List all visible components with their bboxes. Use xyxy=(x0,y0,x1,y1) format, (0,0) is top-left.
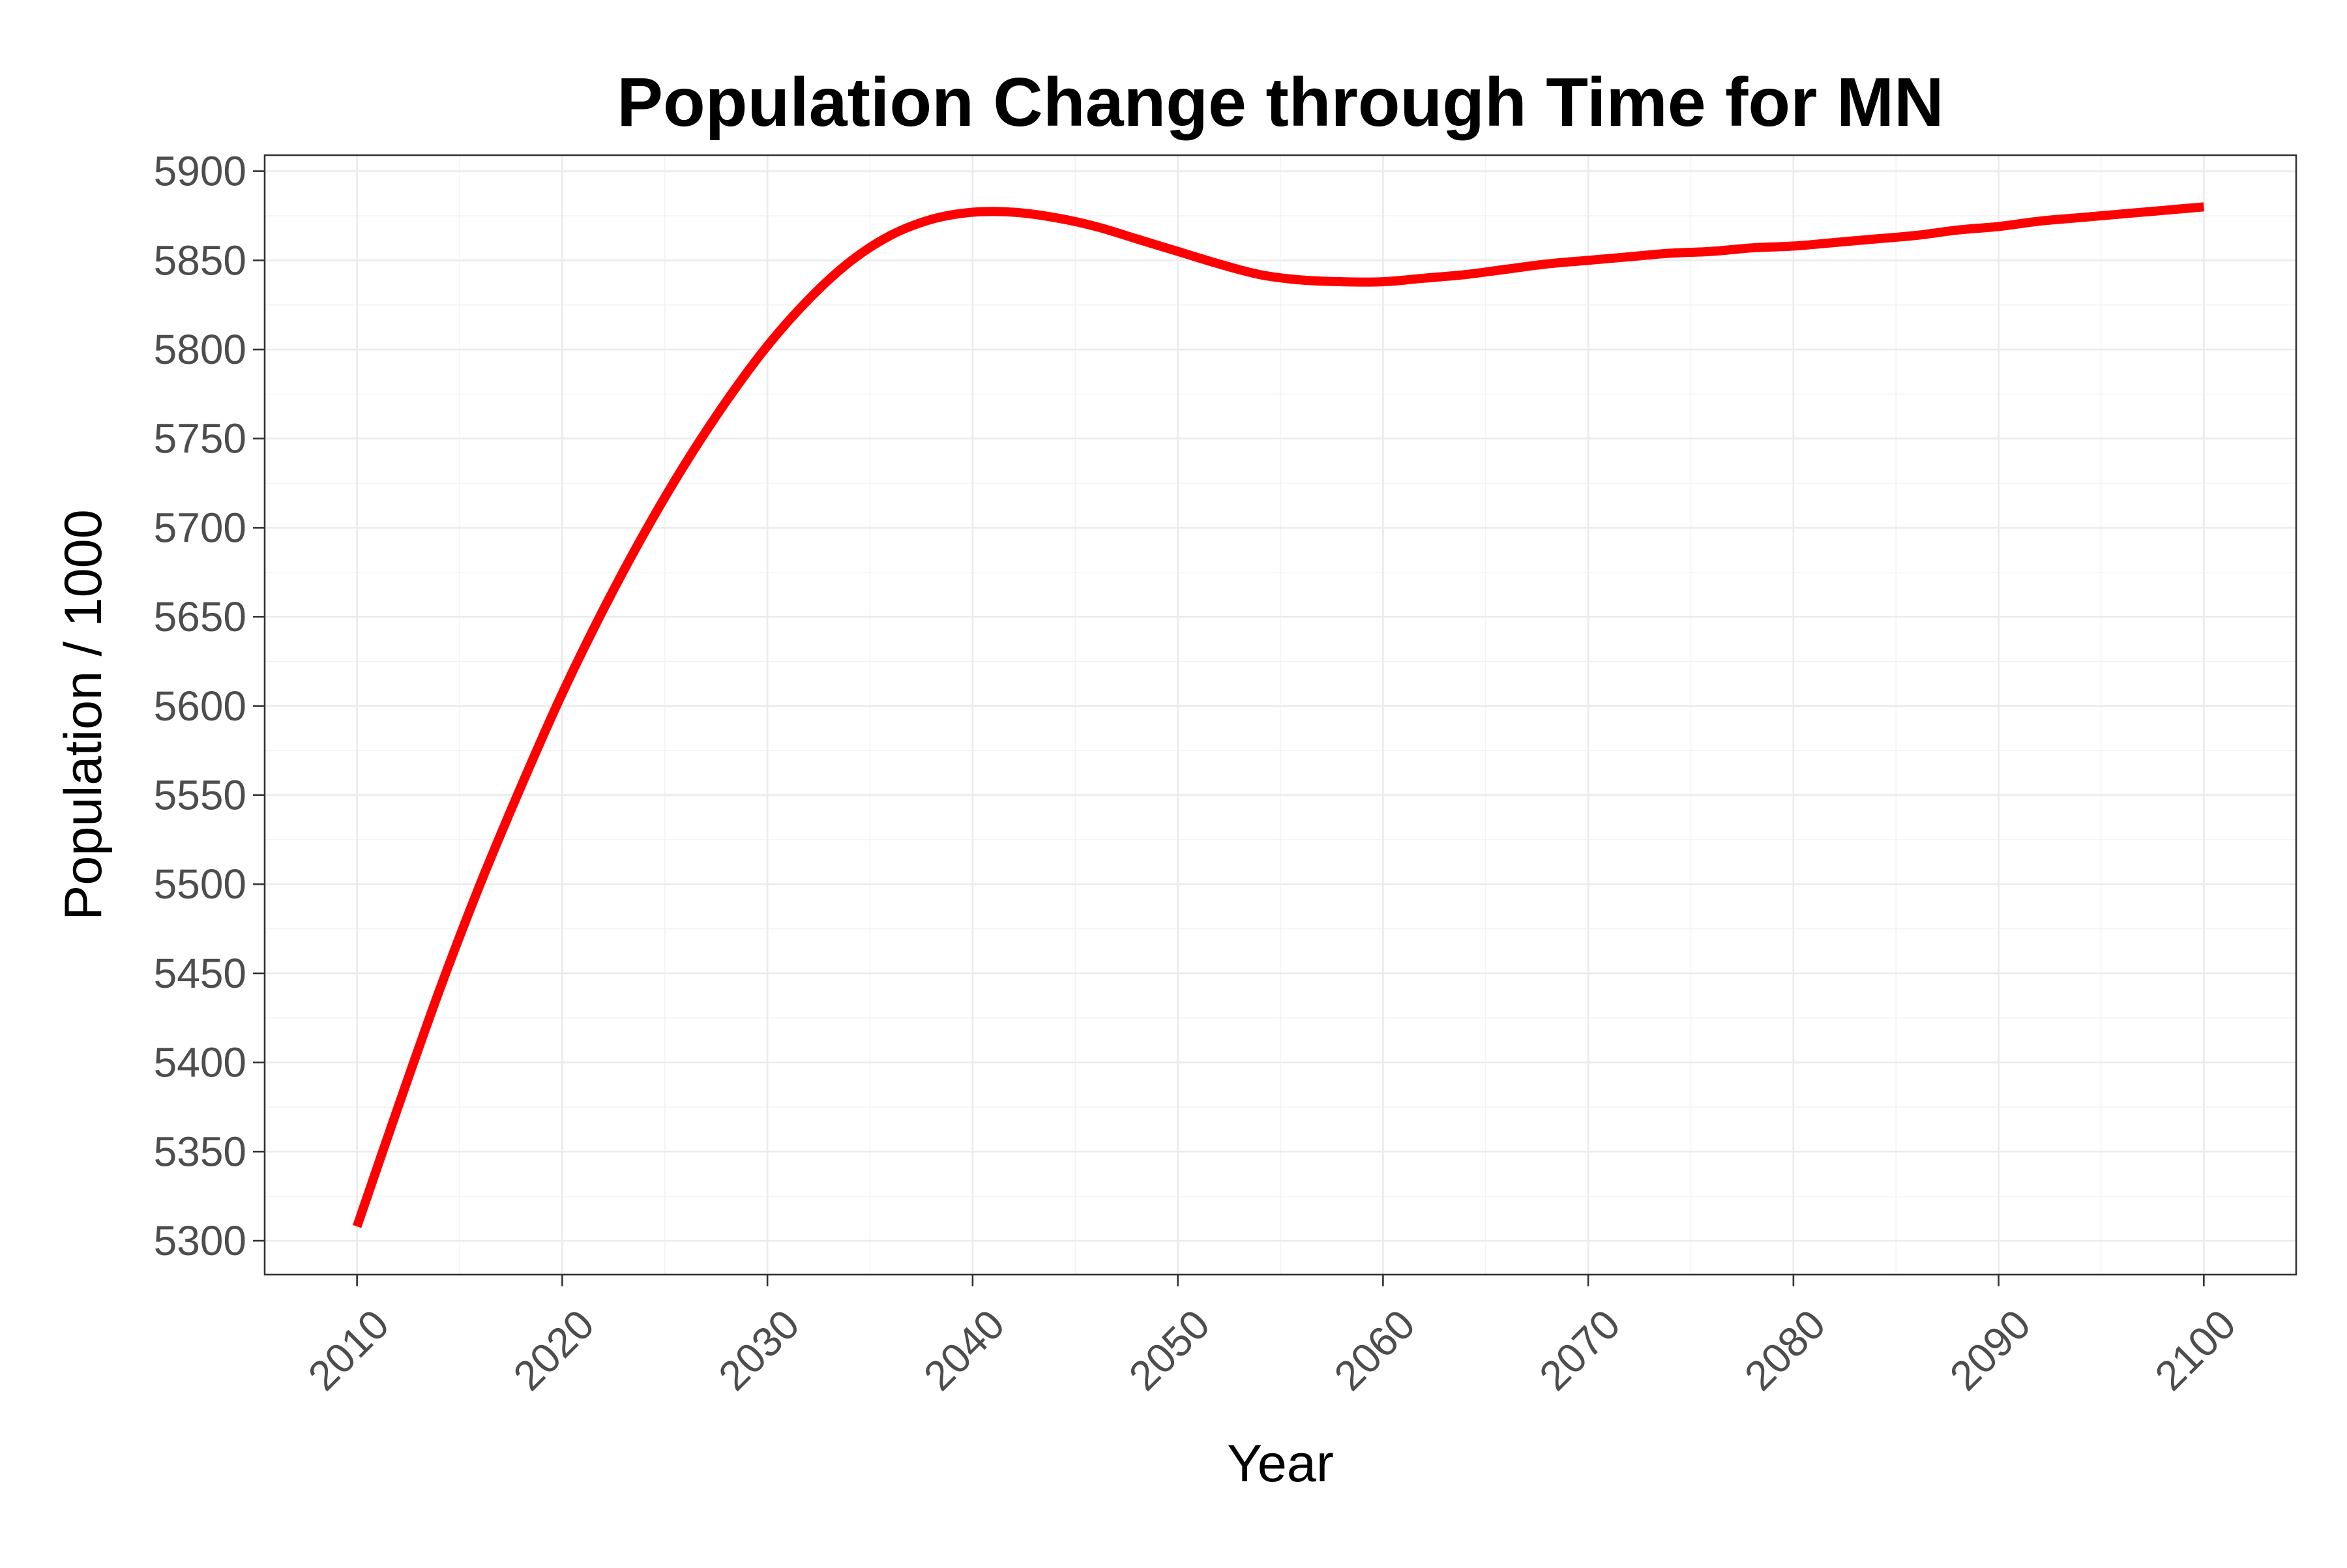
gridlines xyxy=(265,155,2296,1275)
population-line xyxy=(352,202,2204,1228)
series-layer xyxy=(352,202,2204,1228)
y-tick-label: 5450 xyxy=(154,950,246,997)
y-tick-label: 5550 xyxy=(154,772,246,819)
y-axis-title: Population / 1000 xyxy=(54,509,113,921)
plot-panel-border xyxy=(263,154,2297,1276)
y-tick-label: 5750 xyxy=(154,415,246,462)
chart-title: Population Change through Time for MN xyxy=(617,64,1943,141)
y-tick-label: 5500 xyxy=(154,861,246,908)
y-tick-label: 5400 xyxy=(154,1039,246,1086)
y-tick-label: 5350 xyxy=(154,1128,246,1175)
y-tick-label: 5850 xyxy=(154,237,246,284)
x-axis-title: Year xyxy=(1227,1434,1334,1493)
y-tick-label: 5600 xyxy=(154,683,246,730)
y-tick-label: 5300 xyxy=(154,1217,246,1264)
y-tick-label: 5900 xyxy=(154,148,246,195)
y-tick-label: 5650 xyxy=(154,593,246,640)
y-tick-label: 5800 xyxy=(154,326,246,373)
y-axis: 5300 5350 5400 5450 5500 5550 5600 5650 5700 5750… xyxy=(154,148,265,1264)
y-tick-label: 5700 xyxy=(154,504,246,551)
